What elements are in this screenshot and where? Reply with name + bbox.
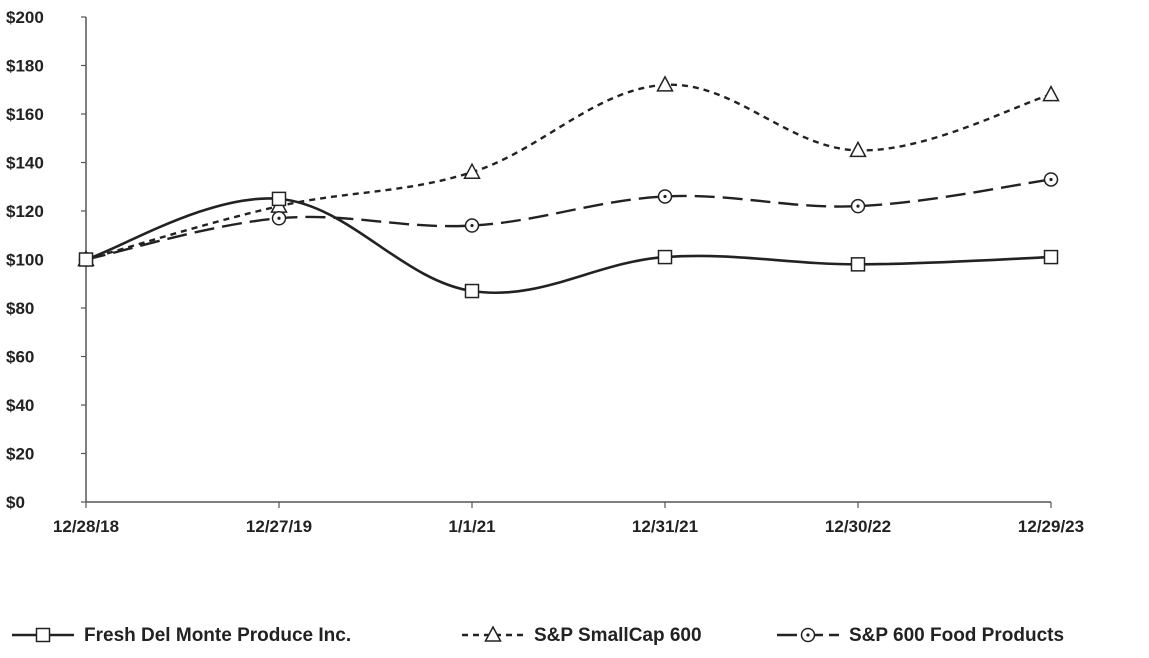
x-tick-label: 12/28/18	[53, 517, 119, 536]
y-tick-label: $200	[6, 8, 44, 27]
data-point-fresh-del-monte-produce-inc	[271, 191, 287, 207]
series-markers	[77, 75, 1060, 299]
y-tick-label: $60	[6, 348, 34, 367]
y-tick-label: $0	[6, 493, 25, 512]
data-point-s-p-600-food-products	[850, 198, 866, 214]
data-point-s-p-600-food-products	[657, 189, 673, 204]
y-tick-label: $40	[6, 396, 34, 415]
data-point-s-p-600-food-products	[1043, 172, 1059, 187]
data-point-s-p-600-food-products	[464, 218, 480, 233]
series-line-fresh-del-monte-produce-inc	[85, 197, 1052, 295]
data-point-fresh-del-monte-produce-inc	[464, 283, 480, 299]
legend-marker	[800, 627, 816, 643]
x-tick-label: 12/30/22	[825, 517, 891, 536]
y-tick-label: $100	[6, 251, 44, 270]
x-tick-label: 12/27/19	[246, 517, 312, 536]
y-tick-label: $140	[6, 154, 44, 173]
data-point-s-p-smallcap-600	[849, 140, 867, 158]
legend: Fresh Del Monte Produce Inc. S&P SmallCap…	[12, 625, 1064, 646]
legend-item-fresh-del-monte-produce-inc: Fresh Del Monte Produce Inc.	[12, 625, 351, 646]
data-point-fresh-del-monte-produce-inc	[78, 252, 94, 267]
y-tick-label: $180	[6, 57, 44, 76]
legend-marker	[35, 627, 51, 643]
x-tick-label: 1/1/21	[448, 517, 495, 536]
axes	[85, 17, 1051, 503]
series-lines	[85, 83, 1052, 295]
y-tick-label: $120	[6, 202, 44, 221]
x-tick-label: 12/29/23	[1018, 517, 1084, 536]
y-tick-label: $80	[6, 299, 34, 318]
legend-label: Fresh Del Monte Produce Inc.	[84, 625, 351, 646]
data-point-s-p-smallcap-600	[656, 75, 674, 92]
legend-item-s-p-600-food-products: S&P 600 Food Products	[777, 625, 1064, 646]
data-point-s-p-smallcap-600	[463, 162, 481, 179]
data-point-fresh-del-monte-produce-inc	[850, 257, 866, 272]
y-tick-label: $20	[6, 445, 34, 464]
legend-marker	[484, 625, 502, 642]
series-line-s-p-600-food-products	[85, 178, 1052, 261]
series-line-s-p-smallcap-600	[85, 83, 1052, 261]
data-point-fresh-del-monte-produce-inc	[1043, 249, 1059, 265]
y-tick-label: $160	[6, 105, 44, 124]
data-point-s-p-smallcap-600	[1042, 85, 1060, 102]
legend-label: S&P SmallCap 600	[534, 625, 702, 646]
x-tick-label: 12/31/21	[632, 517, 698, 536]
data-point-fresh-del-monte-produce-inc	[657, 249, 673, 265]
y-axis-ticks: $0 $20 $40 $60 $80 $100 $120 $140 $160 $180 $200	[6, 8, 86, 512]
legend-item-s-p-smallcap-600: S&P SmallCap 600	[462, 625, 702, 646]
x-axis-ticks: 12/28/18 12/27/19 1/1/21 12/31/21 12/30/22 12…	[53, 502, 1084, 536]
legend-label: S&P 600 Food Products	[849, 625, 1064, 646]
data-point-s-p-600-food-products	[271, 211, 287, 226]
